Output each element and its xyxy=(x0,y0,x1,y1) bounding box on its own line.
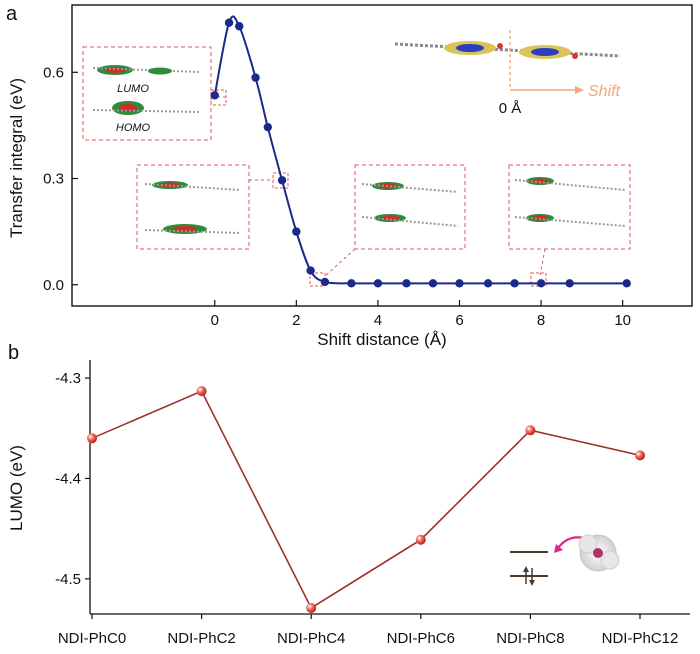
panel-b-x-tick-label: NDI-PhC8 xyxy=(496,630,564,647)
shift-label: Shift xyxy=(588,83,621,100)
panel-b-y-tick-label: -4.4 xyxy=(55,470,81,487)
panel-b-x-tick-label: NDI-PhC2 xyxy=(167,630,235,647)
panel-a-data-point xyxy=(510,279,519,288)
zero-angstrom-label: 0 Å xyxy=(499,100,522,117)
panel-a-data-point xyxy=(428,279,438,288)
panel-b-points xyxy=(87,386,645,613)
panel-b-data-point xyxy=(87,433,97,444)
panel-a-x-tick-label: 4 xyxy=(374,312,382,329)
molecule-dimer-illustration: 0 Å Shift xyxy=(394,30,621,117)
panel-b-y-label: LUMO (eV) xyxy=(7,445,26,531)
panel-a-data-point xyxy=(235,22,244,31)
panel-b-x-tick-label: NDI-PhC12 xyxy=(602,630,679,647)
panel-a-y-tick-label: 0.6 xyxy=(43,64,64,81)
panel-b-x-tick-label: NDI-PhC0 xyxy=(58,630,126,647)
inset-shift-1.6 xyxy=(136,164,274,250)
panel-a-data-point xyxy=(536,279,546,288)
panel-a-data-point xyxy=(263,122,272,132)
panel-a-data-point xyxy=(565,279,574,288)
panel-b-data-point xyxy=(415,534,426,545)
inset-shift-8.7 xyxy=(508,164,631,276)
panel-b-data-point xyxy=(306,602,317,613)
panel-b-data-point xyxy=(525,425,536,436)
energy-level-inset xyxy=(510,534,620,586)
panel-a-data-point xyxy=(347,279,356,288)
panel-a-x-tick-label: 0 xyxy=(211,312,219,329)
panel-a-letter: a xyxy=(6,3,18,25)
panel-b-x-ticks: NDI-PhC0 NDI-PhC2 NDI-PhC4 NDI-PhC6 NDI-PhC8… xyxy=(58,614,679,647)
panel-a-frame xyxy=(71,4,693,307)
panel-a-data-point xyxy=(455,279,464,288)
panel-a-data-point xyxy=(224,18,234,27)
panel-a-x-ticks: 0 2 4 6 8 10 xyxy=(211,300,631,329)
panel-b-y-tick-label: -4.3 xyxy=(55,370,81,387)
panel-a-data-point xyxy=(622,279,631,288)
panel-a-data-point xyxy=(292,227,301,236)
panel-a-x-tick-label: 10 xyxy=(614,312,631,329)
panel-a-data-point xyxy=(306,266,315,275)
panel-a-data-point xyxy=(373,279,383,288)
panel-a-data-point xyxy=(277,176,287,185)
panel-b-x-tick-label: NDI-PhC4 xyxy=(277,630,345,647)
panel-a-points xyxy=(210,18,631,288)
panel-b-series-line xyxy=(91,390,641,610)
panel-a-x-tick-label: 8 xyxy=(537,312,545,329)
highlight-box-1 xyxy=(210,89,227,106)
lumo-label: LUMO xyxy=(117,83,149,95)
panel-a-data-point xyxy=(483,279,493,288)
panel-a-y-label: Transfer integral (eV) xyxy=(7,78,26,238)
panel-a-y-tick-label: 0.0 xyxy=(43,277,64,294)
panel-b-y-tick-label: -4.5 xyxy=(55,571,81,588)
panel-a-y-tick-label: 0.3 xyxy=(43,171,64,188)
panel-a-data-point xyxy=(402,279,411,288)
homo-label: HOMO xyxy=(116,122,151,134)
panel-b-x-tick-label: NDI-PhC6 xyxy=(387,630,455,647)
panel-a-x-tick-label: 6 xyxy=(455,312,463,329)
panel-b-y-ticks: -4.3 -4.4 -4.5 xyxy=(55,370,90,588)
panel-a-x-tick-label: 2 xyxy=(292,312,300,329)
panel-a-x-label: Shift distance (Å) xyxy=(317,330,446,349)
panel-a-data-point xyxy=(251,73,260,82)
panel-a-data-point xyxy=(210,91,219,100)
panel-b-data-point xyxy=(635,450,645,461)
panel-b-letter: b xyxy=(8,342,19,364)
inset-lumo-homo: LUMO HOMO xyxy=(82,46,226,141)
panel-a-data-point xyxy=(320,277,330,287)
panel-b-data-point xyxy=(196,386,207,397)
inset-shift-2.7 xyxy=(324,164,466,277)
panel-a-y-ticks: 0.0 0.3 0.6 xyxy=(43,64,78,294)
